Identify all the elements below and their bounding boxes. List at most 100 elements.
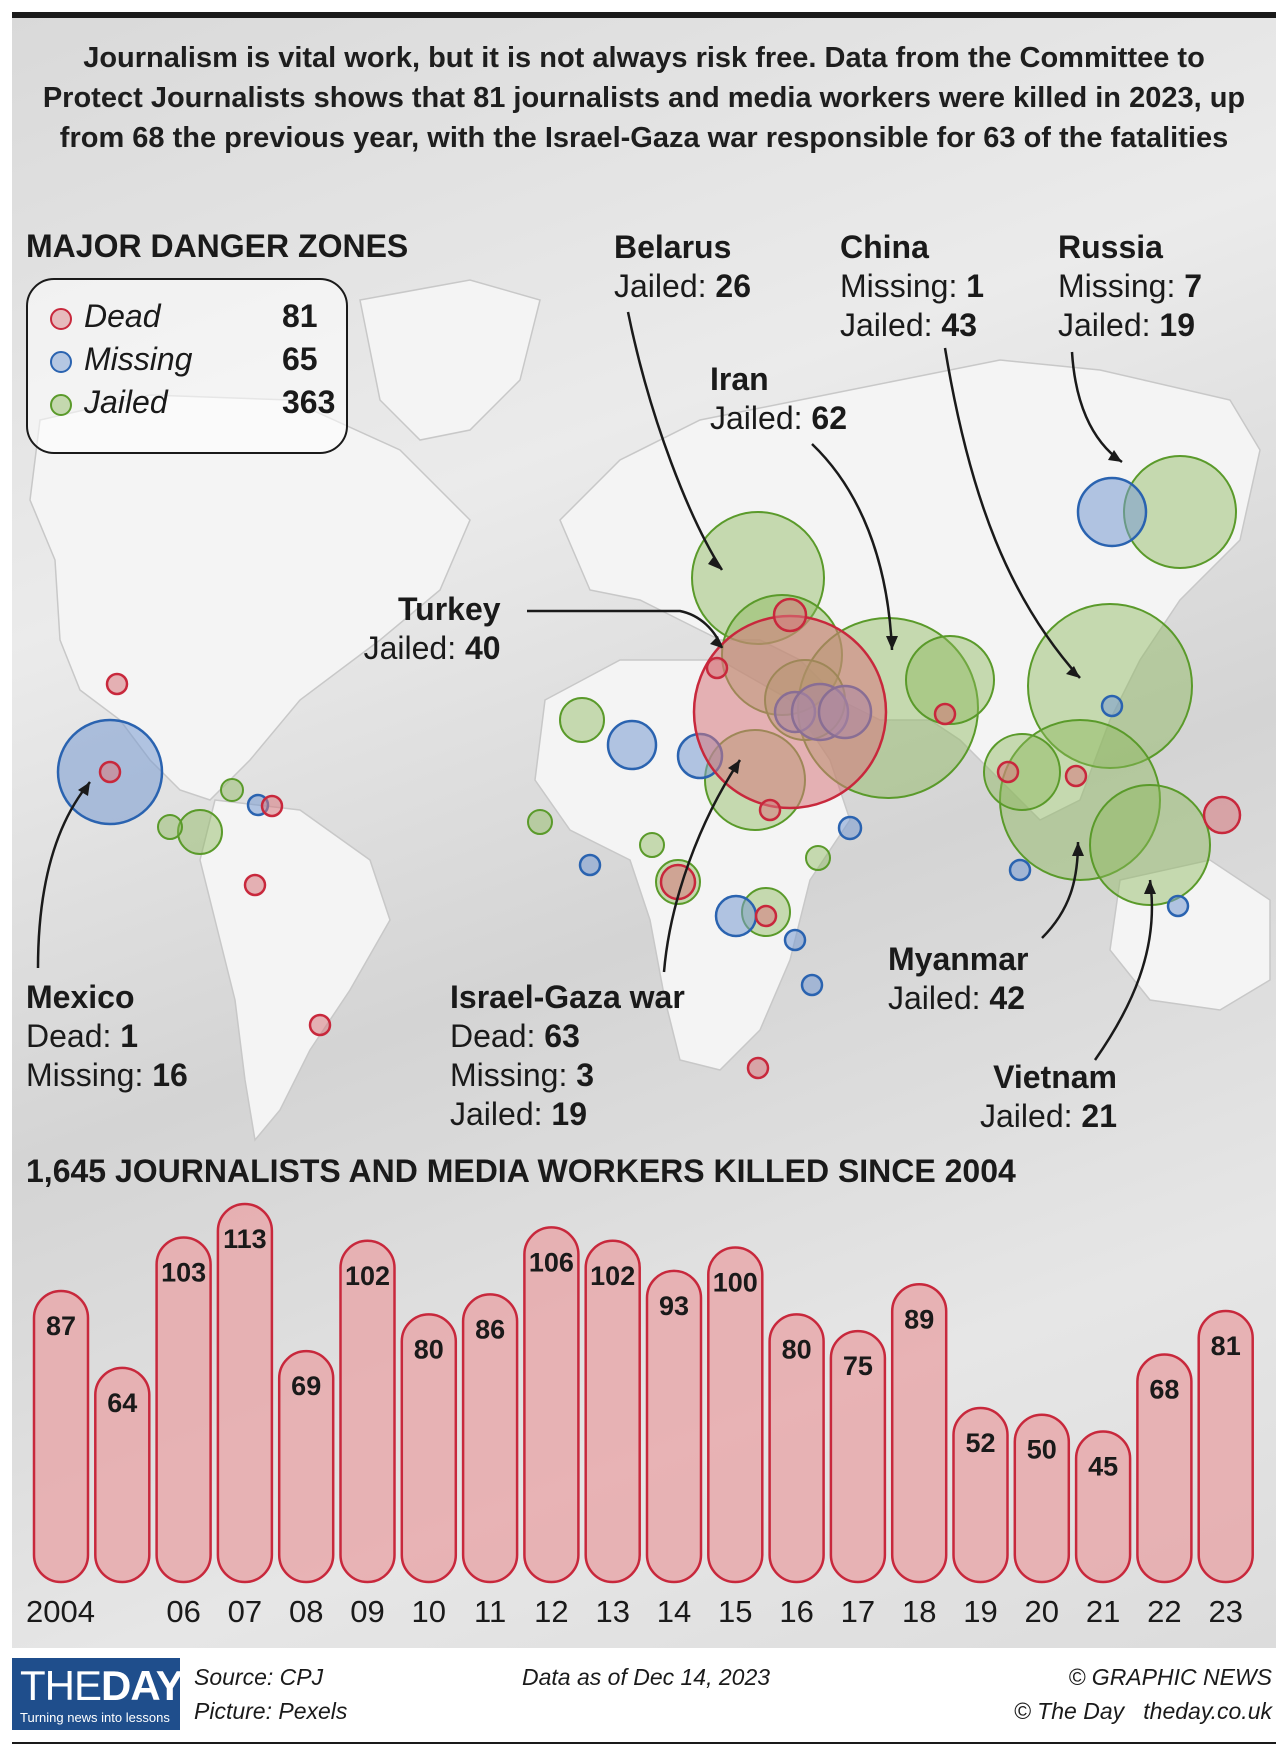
bar-2010 — [400, 1313, 458, 1584]
x-tick-label: 10 — [412, 1594, 446, 1629]
bubble-mexico-dead — [98, 760, 122, 784]
bubble-ethiopia — [805, 845, 831, 871]
zone-iran: Iran Jailed: 62 — [710, 360, 847, 438]
bar-2008 — [277, 1349, 335, 1584]
zone-stat: Jailed: 21 — [980, 1098, 1117, 1134]
graphic-news-credit: © GRAPHIC NEWS — [1068, 1664, 1272, 1690]
bar-value-label: 103 — [161, 1257, 206, 1287]
zone-stat: Missing: 16 — [26, 1057, 188, 1093]
x-tick-label: 19 — [963, 1594, 997, 1629]
bar-value-label: 69 — [291, 1371, 321, 1401]
bar-value-label: 102 — [345, 1261, 390, 1291]
x-tick-label: 20 — [1025, 1594, 1059, 1629]
bubble-india — [983, 733, 1061, 811]
arrow-turkey — [527, 609, 724, 649]
bubble-nicaragua — [157, 814, 183, 840]
bar-2007 — [216, 1202, 274, 1584]
bubble-drc — [754, 904, 778, 928]
legend-row-dead: Dead 81 — [50, 298, 340, 338]
zone-turkey: Turkey Jailed: 40 — [360, 590, 501, 668]
logo-tagline: Turning news into lessons — [20, 1710, 170, 1725]
bubble-ghana — [578, 853, 602, 877]
zone-stat: Jailed: 42 — [888, 980, 1025, 1016]
arrowhead-mexico — [78, 782, 90, 796]
bar-2013 — [584, 1239, 641, 1584]
bar-2009 — [339, 1239, 396, 1584]
zone-stat: Jailed: 19 — [1058, 307, 1195, 343]
arrowhead-vietnam — [1144, 880, 1156, 894]
x-tick-label: 15 — [718, 1594, 752, 1629]
arrowhead-iran — [886, 636, 898, 650]
bubble-honduras — [220, 778, 244, 802]
zone-stat: Jailed: 43 — [840, 307, 977, 343]
bubble-russia-missing — [1076, 476, 1148, 548]
bar-value-label: 106 — [529, 1247, 574, 1277]
bubble-yemen — [837, 815, 863, 841]
bar-value-label: 113 — [223, 1224, 267, 1254]
x-tick-label: 22 — [1147, 1594, 1181, 1629]
chart-title: 1,645 JOURNALISTS AND MEDIA WORKERS KILL… — [26, 1153, 1016, 1189]
x-tick-label: 06 — [166, 1594, 200, 1629]
bar-2012 — [523, 1226, 580, 1584]
south-america-shape — [199, 799, 391, 1142]
zone-name: Belarus — [614, 229, 732, 265]
bubble-ecuador — [243, 873, 267, 897]
x-tick-label: 12 — [534, 1594, 568, 1629]
x-tick-label: 09 — [350, 1594, 384, 1629]
zone-stat: Missing: 3 — [450, 1057, 595, 1093]
arrow-belarus — [626, 311, 724, 571]
bubble-bangladesh — [1064, 764, 1088, 788]
arrowhead-turkey — [710, 636, 722, 648]
zone-israel-gaza: Israel-Gaza war Dead: 63 Missing: 3 Jail… — [450, 978, 685, 1134]
bottom-rule — [12, 1742, 1276, 1744]
x-tick-label: 17 — [841, 1594, 875, 1629]
bubble-senegal — [527, 809, 553, 835]
bar-value-label: 80 — [782, 1334, 812, 1364]
bubble-cuba — [177, 809, 223, 855]
bar-2023 — [1197, 1309, 1254, 1584]
legend-dot-missing — [50, 351, 72, 373]
x-tick-label: 16 — [779, 1594, 813, 1629]
theday-credit: © The Day theday.co.uk — [1013, 1698, 1272, 1724]
bubble-ukraine — [772, 597, 808, 633]
bar-value-label: 102 — [590, 1261, 635, 1291]
bubble-mozambique — [800, 973, 824, 997]
bubble-morocco — [559, 697, 605, 743]
zone-vietnam: Vietnam Jailed: 21 — [980, 1058, 1117, 1136]
bubble-somalia — [783, 928, 807, 952]
zone-stat: Missing: 1 — [840, 268, 985, 304]
arrow-israel — [662, 759, 742, 973]
bar-value-label: 75 — [843, 1351, 873, 1381]
bubble-sri-lanka — [1008, 858, 1032, 882]
map-legend: Dead 81 Missing 65 Jailed 363 — [26, 278, 348, 454]
bar-value-label: 50 — [1027, 1435, 1057, 1465]
intro-text: Journalism is vital work, but it is not … — [42, 42, 1246, 154]
bubble-israel-gaza — [692, 614, 888, 810]
zone-stat: Jailed: 40 — [363, 630, 501, 666]
x-tick-label: 21 — [1086, 1594, 1120, 1629]
x-tick-label: 2004 — [26, 1594, 95, 1629]
bar-value-label: 87 — [46, 1311, 76, 1341]
x-tick-label: 14 — [657, 1594, 691, 1629]
arrow-china — [943, 347, 1081, 679]
bar-2022 — [1136, 1353, 1193, 1584]
bar-value-label: 64 — [107, 1388, 137, 1418]
bar-2018 — [890, 1283, 948, 1584]
source-text: Source: CPJ — [194, 1664, 324, 1690]
bar-2015 — [707, 1246, 764, 1584]
logo-wordmark: THEDAY — [20, 1662, 184, 1709]
zone-name: Mexico — [26, 979, 135, 1015]
bubble-afghanistan — [933, 702, 957, 726]
map-bubbles — [56, 455, 1242, 1080]
zone-name: Turkey — [398, 591, 501, 627]
arrow-heads — [78, 450, 1156, 894]
bubble-indonesia — [1166, 894, 1190, 918]
legend-dot-jailed — [50, 394, 72, 416]
arrow-vietnam — [1093, 879, 1154, 1061]
arrowhead-russia — [1108, 450, 1122, 462]
arrowhead-china — [1066, 666, 1080, 678]
bar-2016 — [768, 1313, 825, 1584]
bubble-burkina — [639, 832, 665, 858]
